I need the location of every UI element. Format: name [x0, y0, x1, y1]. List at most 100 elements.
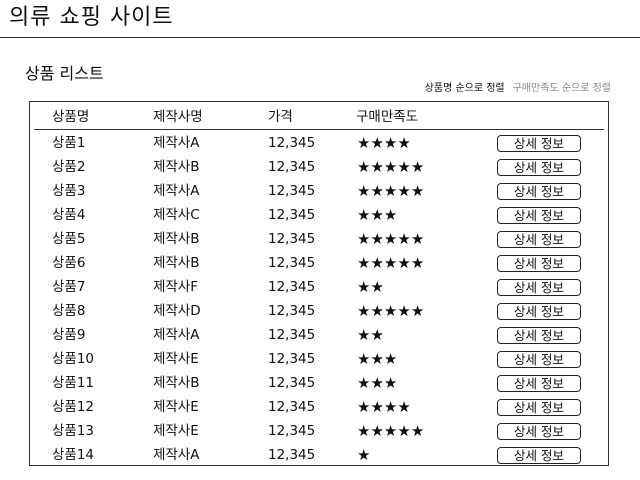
rating-stars: ★★★	[357, 203, 397, 227]
rating-stars: ★★★★★	[357, 419, 424, 443]
star-icon: ★	[383, 302, 398, 320]
product-name: 상품8	[52, 303, 86, 319]
product-maker: 제작사F	[153, 279, 199, 295]
sort-by-name-link[interactable]: 상품명 순으로 정렬	[424, 83, 505, 94]
star-icon: ★	[357, 158, 371, 176]
product-maker: 제작사A	[153, 183, 200, 199]
star-icon: ★	[397, 230, 411, 248]
rating-stars: ★★★★★	[357, 155, 424, 179]
detail-info-button[interactable]: 상세 정보	[497, 183, 581, 200]
star-icon: ★	[397, 182, 411, 200]
star-icon: ★	[357, 350, 371, 368]
detail-info-button[interactable]: 상세 정보	[497, 303, 581, 320]
detail-info-button[interactable]: 상세 정보	[497, 135, 581, 152]
detail-info-button[interactable]: 상세 정보	[497, 255, 581, 272]
star-icon: ★	[397, 158, 411, 176]
detail-cell: 상세 정보	[497, 183, 581, 200]
product-price: 12,345	[268, 135, 316, 151]
star-icon: ★	[410, 302, 425, 320]
star-icon: ★	[370, 134, 384, 152]
product-price: 12,345	[268, 351, 316, 367]
detail-cell: 상세 정보	[497, 207, 581, 224]
product-name: 상품1	[52, 135, 86, 151]
detail-info-button[interactable]: 상세 정보	[497, 351, 581, 368]
product-name: 상품7	[52, 279, 86, 295]
star-icon: ★	[357, 302, 371, 320]
star-icon: ★	[357, 278, 371, 296]
star-icon: ★	[383, 422, 398, 440]
detail-info-button[interactable]: 상세 정보	[497, 375, 581, 392]
product-maker: 제작사D	[153, 303, 201, 319]
product-name: 상품11	[52, 375, 95, 391]
star-icon: ★	[383, 254, 398, 272]
detail-cell: 상세 정보	[497, 423, 581, 440]
product-price: 12,345	[268, 279, 316, 295]
rating-stars: ★★★★	[357, 395, 411, 419]
star-icon: ★	[370, 206, 384, 224]
rating-stars: ★★	[357, 275, 384, 299]
star-icon: ★	[410, 158, 425, 176]
rating-stars: ★★★	[357, 371, 397, 395]
detail-info-button[interactable]: 상세 정보	[497, 423, 581, 440]
star-icon: ★	[397, 422, 411, 440]
star-icon: ★	[410, 422, 425, 440]
rating-stars: ★★★★★	[357, 251, 424, 275]
star-icon: ★	[383, 374, 398, 392]
product-name: 상품12	[52, 399, 95, 415]
star-icon: ★	[357, 422, 371, 440]
detail-info-button[interactable]: 상세 정보	[497, 327, 581, 344]
product-maker: 제작사B	[153, 231, 200, 247]
star-icon: ★	[383, 134, 398, 152]
detail-cell: 상세 정보	[497, 375, 581, 392]
star-icon: ★	[357, 182, 371, 200]
star-icon: ★	[383, 230, 398, 248]
product-price: 12,345	[268, 447, 316, 463]
detail-info-button[interactable]: 상세 정보	[497, 159, 581, 176]
star-icon: ★	[410, 182, 425, 200]
product-name: 상품10	[52, 351, 95, 367]
product-name: 상품9	[52, 327, 86, 343]
detail-info-button[interactable]: 상세 정보	[497, 399, 581, 416]
table-header-row: 상품명 제작사명 가격 구매만족도	[34, 105, 604, 130]
product-table: 상품명 제작사명 가격 구매만족도 상품1 제작사A 12,345 ★★★★ 상세 정보…	[29, 101, 609, 466]
table-row: 상품1 제작사A 12,345 ★★★★ 상세 정보	[30, 131, 608, 155]
product-name: 상품6	[52, 255, 86, 271]
column-header-rating: 구매만족도	[356, 109, 419, 125]
star-icon: ★	[397, 302, 411, 320]
product-maker: 제작사A	[153, 327, 200, 343]
product-maker: 제작사E	[153, 399, 199, 415]
sort-by-rating-link[interactable]: 구매만족도 순으로 정렬	[512, 83, 611, 94]
detail-cell: 상세 정보	[497, 135, 581, 152]
detail-info-button[interactable]: 상세 정보	[497, 207, 581, 224]
table-row: 상품8 제작사D 12,345 ★★★★★ 상세 정보	[30, 299, 608, 323]
detail-info-button[interactable]: 상세 정보	[497, 279, 581, 296]
product-maker: 제작사E	[153, 351, 199, 367]
star-icon: ★	[397, 254, 411, 272]
detail-info-button[interactable]: 상세 정보	[497, 231, 581, 248]
product-maker: 제작사B	[153, 255, 200, 271]
detail-cell: 상세 정보	[497, 447, 581, 464]
star-icon: ★	[370, 398, 384, 416]
rating-stars: ★★★★★	[357, 179, 424, 203]
table-row: 상품9 제작사A 12,345 ★★ 상세 정보	[30, 323, 608, 347]
star-icon: ★	[370, 230, 384, 248]
star-icon: ★	[410, 254, 425, 272]
product-maker: 제작사A	[153, 447, 200, 463]
star-icon: ★	[357, 230, 371, 248]
product-maker: 제작사B	[153, 375, 200, 391]
star-icon: ★	[370, 254, 384, 272]
star-icon: ★	[357, 326, 371, 344]
table-row: 상품14 제작사A 12,345 ★ 상세 정보	[30, 443, 608, 467]
product-price: 12,345	[268, 207, 316, 223]
star-icon: ★	[397, 134, 411, 152]
product-price: 12,345	[268, 399, 316, 415]
product-price: 12,345	[268, 375, 316, 391]
star-icon: ★	[383, 158, 398, 176]
table-row: 상품4 제작사C 12,345 ★★★ 상세 정보	[30, 203, 608, 227]
table-row: 상품3 제작사A 12,345 ★★★★★ 상세 정보	[30, 179, 608, 203]
star-icon: ★	[397, 398, 411, 416]
star-icon: ★	[357, 398, 371, 416]
detail-info-button[interactable]: 상세 정보	[497, 447, 581, 464]
rating-stars: ★★★★★	[357, 227, 424, 251]
